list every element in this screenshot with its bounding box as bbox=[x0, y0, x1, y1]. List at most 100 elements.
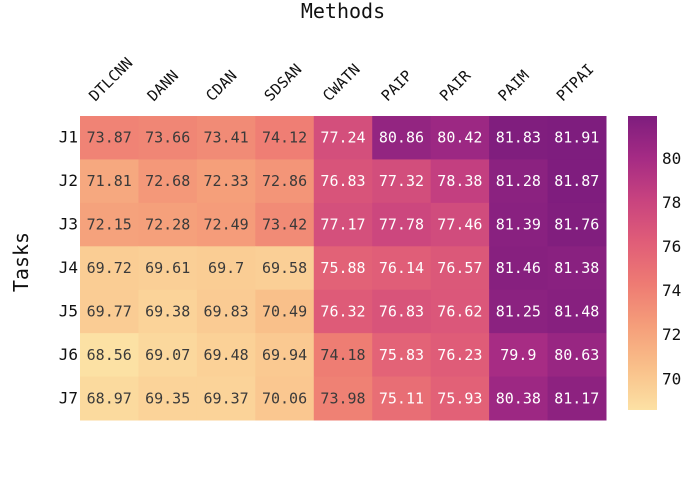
cell-value-label: 77.17 bbox=[320, 216, 365, 234]
row-label: J5 bbox=[59, 301, 78, 320]
y-axis-title: Tasks bbox=[9, 232, 33, 292]
cell-value-label: 72.49 bbox=[204, 216, 249, 234]
cell-value-label: 81.83 bbox=[496, 129, 541, 147]
heatmap-cell bbox=[255, 289, 315, 334]
cell-value-label: 68.56 bbox=[87, 346, 132, 364]
column-label: PAIR bbox=[436, 66, 475, 105]
cell-value-label: 68.97 bbox=[87, 389, 132, 407]
heatmap-cell bbox=[489, 376, 549, 421]
heatmap-cell bbox=[372, 376, 432, 421]
heatmap-cell bbox=[430, 202, 490, 247]
heatmap-cell bbox=[80, 202, 139, 247]
colorbar-tick-label: 76 bbox=[662, 237, 681, 256]
cell-value-label: 69.48 bbox=[204, 346, 249, 364]
heatmap-cell bbox=[138, 159, 198, 204]
heatmap-cell bbox=[313, 246, 373, 291]
cell-value-label: 76.23 bbox=[437, 346, 482, 364]
cell-value-label: 69.07 bbox=[145, 346, 190, 364]
heatmap-cell bbox=[313, 376, 373, 421]
cell-value-label: 69.61 bbox=[145, 259, 190, 277]
heatmap-cell bbox=[138, 333, 198, 378]
cell-value-label: 75.11 bbox=[379, 389, 424, 407]
heatmap-cell bbox=[489, 246, 549, 291]
cell-value-label: 69.94 bbox=[262, 346, 307, 364]
heatmap-cell bbox=[547, 289, 607, 334]
colorbar: 70 72 74 76 78 80 bbox=[628, 116, 681, 410]
cell-value-label: 77.24 bbox=[320, 129, 365, 147]
heatmap-cell bbox=[547, 159, 607, 204]
heatmap-cell bbox=[313, 333, 373, 378]
cell-value-label: 77.46 bbox=[437, 216, 482, 234]
heatmap-cell bbox=[372, 202, 432, 247]
row-label: J2 bbox=[59, 171, 78, 190]
cell-value-label: 74.18 bbox=[320, 346, 365, 364]
cell-value-label: 81.25 bbox=[496, 302, 541, 320]
heatmap-cell bbox=[313, 202, 373, 247]
heatmap-cells: 73.87 73.66 73.41 74.12 77.24 80.86 80.42 81.83… bbox=[80, 116, 607, 421]
heatmap-cell bbox=[430, 376, 490, 421]
colorbar-tick-label: 70 bbox=[662, 369, 681, 388]
heatmap-cell bbox=[372, 116, 432, 160]
heatmap-cell bbox=[80, 159, 139, 204]
heatmap-cell bbox=[547, 246, 607, 291]
heatmap-cell bbox=[80, 376, 139, 421]
cell-value-label: 72.86 bbox=[262, 172, 307, 190]
column-label: DTLCNN bbox=[85, 54, 136, 105]
colorbar-gradient bbox=[628, 116, 657, 410]
colorbar-tick-label: 78 bbox=[662, 193, 681, 212]
column-label: SDSAN bbox=[261, 60, 306, 105]
heatmap-cell bbox=[255, 159, 315, 204]
cell-value-label: 69.35 bbox=[145, 389, 190, 407]
cell-value-label: 75.83 bbox=[379, 346, 424, 364]
heatmap-cell bbox=[80, 289, 139, 334]
row-label: J4 bbox=[59, 258, 78, 277]
heatmap-cell bbox=[430, 333, 490, 378]
row-label: J3 bbox=[59, 215, 78, 234]
cell-value-label: 76.83 bbox=[379, 302, 424, 320]
row-label: J1 bbox=[59, 128, 78, 147]
heatmap-cell bbox=[489, 202, 549, 247]
heatmap-cell bbox=[489, 116, 549, 160]
cell-value-label: 81.46 bbox=[496, 259, 541, 277]
cell-value-label: 81.76 bbox=[554, 216, 599, 234]
column-label: DANN bbox=[144, 67, 182, 105]
cell-value-label: 76.57 bbox=[437, 259, 482, 277]
cell-value-label: 70.49 bbox=[262, 302, 307, 320]
cell-value-label: 75.88 bbox=[320, 259, 365, 277]
heatmap-cell bbox=[80, 246, 139, 291]
heatmap-cell bbox=[138, 289, 198, 334]
column-label: PAIM bbox=[494, 67, 532, 105]
heatmap-cell bbox=[430, 289, 490, 334]
cell-value-label: 73.87 bbox=[87, 129, 132, 147]
cell-value-label: 81.87 bbox=[554, 172, 599, 190]
cell-value-label: 69.83 bbox=[204, 302, 249, 320]
column-label: CDAN bbox=[202, 67, 240, 105]
cell-value-label: 77.32 bbox=[379, 172, 424, 190]
heatmap-cell bbox=[489, 333, 549, 378]
heatmap-cell bbox=[313, 289, 373, 334]
heatmap-cell bbox=[372, 333, 432, 378]
heatmap-cell bbox=[489, 289, 549, 334]
heatmap-cell bbox=[138, 116, 198, 160]
heatmap-cell bbox=[255, 376, 315, 421]
cell-value-label: 72.33 bbox=[204, 172, 249, 190]
heatmap-cell bbox=[138, 246, 198, 291]
cell-value-label: 69.7 bbox=[208, 259, 244, 277]
cell-value-label: 80.42 bbox=[437, 129, 482, 147]
cell-value-label: 81.48 bbox=[554, 302, 599, 320]
heatmap-cell bbox=[430, 246, 490, 291]
cell-value-label: 76.32 bbox=[320, 302, 365, 320]
cell-value-label: 81.38 bbox=[554, 259, 599, 277]
cell-value-label: 73.41 bbox=[204, 129, 249, 147]
cell-value-label: 72.68 bbox=[145, 172, 190, 190]
cell-value-label: 80.63 bbox=[554, 346, 599, 364]
heatmap-cell bbox=[196, 246, 256, 291]
column-label: PTPAI bbox=[553, 60, 598, 105]
row-label: J6 bbox=[59, 345, 78, 364]
cell-value-label: 80.86 bbox=[379, 129, 424, 147]
heatmap-cell bbox=[430, 116, 490, 160]
cell-value-label: 75.93 bbox=[437, 389, 482, 407]
heatmap-cell bbox=[372, 289, 432, 334]
column-label: PAIP bbox=[378, 67, 416, 105]
